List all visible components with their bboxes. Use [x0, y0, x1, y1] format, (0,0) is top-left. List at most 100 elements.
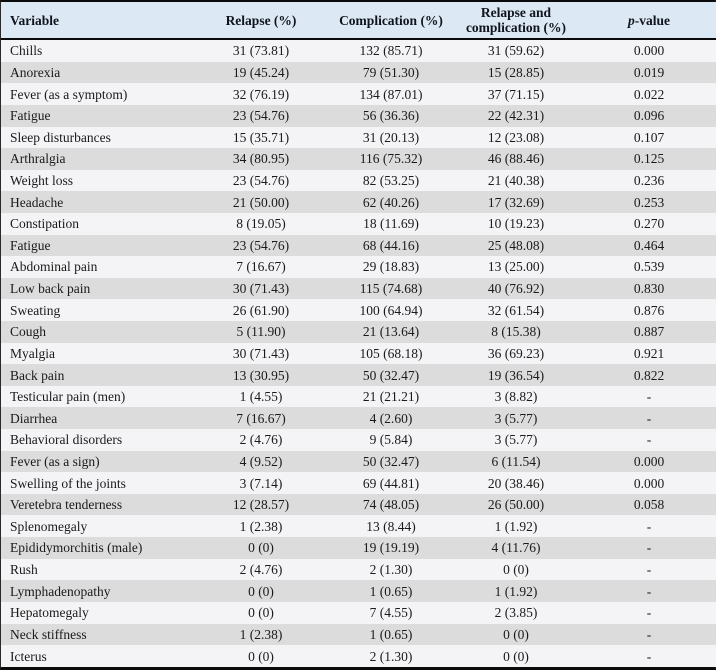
variable-cell: Low back pain [10, 281, 91, 297]
variable-cell: Weight loss [10, 173, 74, 189]
value-cell: 1 (2.38) [239, 518, 283, 534]
value-cell: 3 (8.82) [494, 389, 538, 405]
value-cell: 21 (13.64) [362, 324, 420, 340]
variable-cell: Myalgia [10, 345, 55, 361]
table-row: Fatigue 23 (54.76) 68 (44.16) 25 (48.08) 0.4… [1, 234, 716, 257]
table-row: Low back pain 30 (71.43) 115 (74.68) 40 (76… [1, 277, 716, 300]
table-header: Variable Relapse (%) Complication (%) Re… [1, 2, 716, 40]
value-cell: 0.058 [633, 497, 665, 513]
value-cell: 4 (2.60) [369, 410, 413, 426]
col-header-p-value: p-value [581, 2, 716, 40]
table-row: Testicular pain (men) 1 (4.55) 21 (21.21) 3… [1, 385, 716, 408]
value-cell: 36 (69.23) [487, 345, 545, 361]
value-cell: 23 (54.76) [232, 108, 290, 124]
table-row: Cough 5 (11.90) 21 (13.64) 8 (15.38) 0.887 [1, 321, 716, 343]
table-row: Back pain 13 (30.95) 50 (32.47) 19 (36.54) 0… [1, 364, 716, 386]
value-cell: 34 (80.95) [232, 151, 290, 167]
value-cell: - [646, 432, 652, 448]
table-row: Headache 21 (50.00) 62 (40.26) 17 (32.69) 0.… [1, 191, 716, 213]
value-cell: 0 (0) [248, 583, 274, 599]
value-cell: 0 (0) [503, 562, 529, 577]
table-row: Epididymorchitis (male) 0 (0) 19 (19.19) 4 … [1, 537, 716, 559]
variable-cell: Fever (as a symptom) [10, 86, 128, 102]
value-cell: 21 (50.00) [232, 194, 290, 210]
value-cell: 30 (71.43) [232, 281, 290, 297]
variable-cell: Icterus [10, 648, 47, 664]
value-cell: 69 (44.81) [362, 475, 420, 491]
value-cell: 56 (36.36) [362, 108, 420, 124]
value-cell: 0.822 [633, 367, 665, 383]
value-cell: 13 (25.00) [487, 259, 545, 275]
table-row: Splenomegaly 1 (2.38) 13 (8.44) 1 (1.92) - [1, 515, 716, 538]
value-cell: 19 (36.54) [487, 367, 545, 383]
table-row: Neck stiffness 1 (2.38) 1 (0.65) 0 (0) - [1, 623, 716, 646]
value-cell: 2 (1.30) [369, 562, 413, 577]
value-cell: 13 (30.95) [232, 367, 290, 383]
value-cell: 74 (48.05) [362, 497, 420, 513]
value-cell: 32 (76.19) [232, 86, 290, 102]
variable-cell: Neck stiffness [10, 626, 87, 642]
variable-cell: Diarrhea [10, 410, 58, 426]
variable-cell: Veretebra tenderness [10, 497, 123, 513]
value-cell: 7 (16.67) [236, 410, 286, 426]
value-cell: 0.022 [633, 86, 665, 102]
table-row: Chills 31 (73.81) 132 (85.71) 31 (59.62) 0.0… [1, 39, 716, 62]
variable-cell: Sweating [10, 302, 61, 318]
table-row: Veretebra tenderness 12 (28.57) 74 (48.05)… [1, 493, 716, 516]
value-cell: 2 (1.30) [369, 648, 413, 664]
value-cell: 82 (53.25) [362, 173, 420, 189]
value-cell: 6 (11.54) [491, 453, 541, 469]
value-cell: 100 (64.94) [359, 302, 423, 318]
value-cell: 31 (20.13) [362, 129, 420, 145]
variable-cell: Swelling of the joints [10, 475, 126, 491]
value-cell: - [646, 389, 652, 405]
col-header-relapse: Relapse (%) [191, 2, 331, 40]
value-cell: 46 (88.46) [487, 151, 545, 167]
value-cell: 31 (59.62) [487, 43, 545, 59]
table-row: Hepatomegaly 0 (0) 7 (4.55) 2 (3.85) - [1, 601, 716, 624]
value-cell: 1 (1.92) [494, 518, 538, 534]
value-cell: 19 (45.24) [232, 64, 290, 80]
header-row: Variable Relapse (%) Complication (%) Re… [1, 2, 716, 40]
value-cell: 2 (3.85) [494, 605, 538, 621]
table-row: Diarrhea 7 (16.67) 4 (2.60) 3 (5.77) - [1, 407, 716, 430]
table-body: Chills 31 (73.81) 132 (85.71) 31 (59.62) 0.0… [1, 39, 716, 667]
variable-cell: Cough [10, 324, 47, 340]
table-row: Behavioral disorders 2 (4.76) 9 (5.84) 3 (5… [1, 429, 716, 451]
table-row: Sleep disturbances 15 (35.71) 31 (20.13) 12… [1, 126, 716, 149]
value-cell: 0.253 [633, 194, 665, 210]
table-row: Icterus 0 (0) 2 (1.30) 0 (0) - [1, 645, 716, 667]
variable-cell: Headache [10, 194, 64, 210]
value-cell: - [646, 583, 652, 599]
value-cell: 10 (19.23) [487, 216, 545, 232]
value-cell: 0.921 [633, 345, 665, 361]
table-row: Lymphadenopathy 0 (0) 1 (0.65) 1 (1.92) - [1, 580, 716, 602]
variable-cell: Hepatomegaly [10, 605, 89, 621]
variable-cell: Arthralgia [10, 151, 66, 167]
col-header-complication: Complication (%) [331, 2, 451, 40]
p-value-italic-p: p [628, 12, 635, 28]
variable-cell: Back pain [10, 367, 65, 383]
value-cell: 25 (48.08) [487, 237, 545, 253]
value-cell: - [646, 540, 652, 556]
variable-cell: Splenomegaly [10, 518, 88, 534]
variable-cell: Fever (as a sign) [10, 453, 100, 469]
value-cell: 79 (51.30) [362, 64, 420, 80]
value-cell: 1 (1.92) [494, 583, 538, 599]
value-cell: 0.125 [633, 151, 665, 167]
value-cell: 0.830 [633, 281, 665, 297]
value-cell: 0.000 [633, 475, 665, 491]
value-cell: 0.019 [633, 64, 665, 80]
value-cell: 22 (42.31) [487, 108, 545, 124]
table-row: Arthralgia 34 (80.95) 116 (75.32) 46 (88.46… [1, 148, 716, 170]
table-row: Myalgia 30 (71.43) 105 (68.18) 36 (69.23) 0.… [1, 342, 716, 365]
value-cell: 21 (21.21) [362, 389, 420, 405]
value-cell: 8 (15.38) [491, 324, 541, 340]
value-cell: 18 (11.69) [363, 216, 419, 232]
value-cell: 50 (32.47) [362, 367, 420, 383]
value-cell: 0 (0) [248, 605, 274, 621]
value-cell: 0.000 [633, 43, 665, 59]
variable-cell: Chills [10, 43, 43, 59]
value-cell: 1 (0.65) [369, 583, 413, 599]
